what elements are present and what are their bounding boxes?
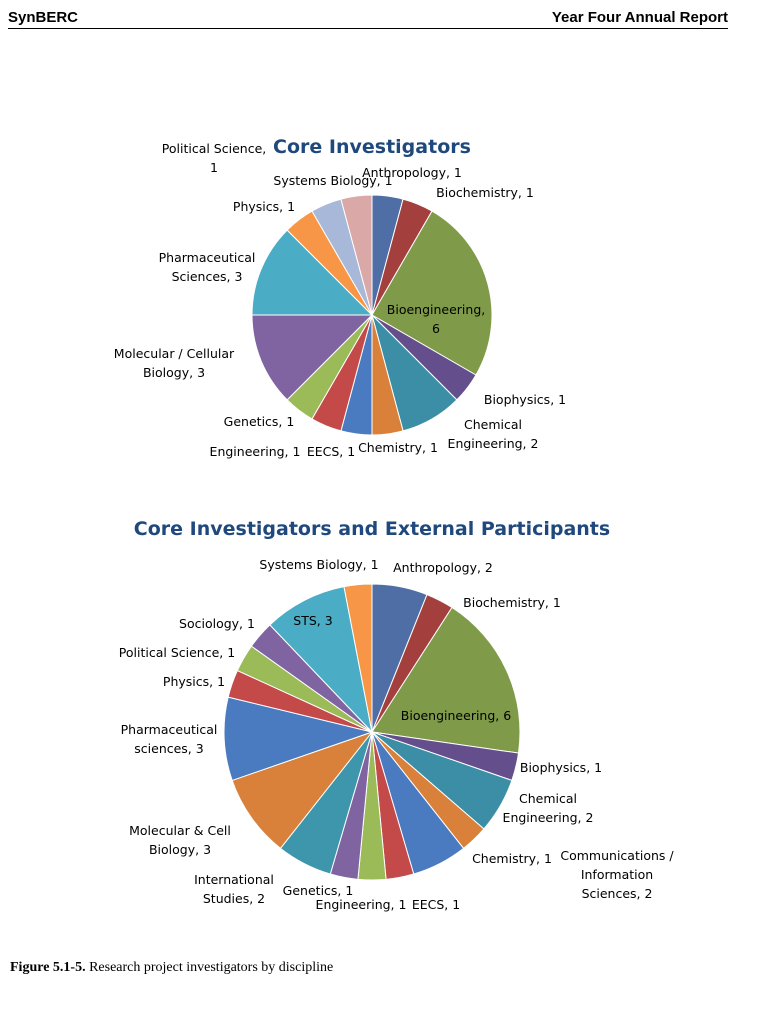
slice-label-chemistry-1: Chemistry, 1 <box>472 851 552 866</box>
slice-label-sociology-1: Sociology, 1 <box>179 616 255 631</box>
pie-slice-bioengineering-6 <box>371 210 493 376</box>
pie-slice-bioengineering-6 <box>371 606 521 754</box>
slice-label-molecular-cellular-biology-3: Molecular / Cellular Biology, 3 <box>114 346 235 380</box>
slice-label-pharmaceutical-sciences-3: Pharmaceutical Sciences, 3 <box>159 250 256 284</box>
slice-label-genetics-1: Genetics, 1 <box>224 414 295 429</box>
slice-label-engineering-1: Engineering, 1 <box>210 444 301 459</box>
slice-label-eecs-1: EECS, 1 <box>412 897 460 912</box>
slice-label-biophysics-1: Biophysics, 1 <box>520 760 602 775</box>
pie-slice-political-science-1 <box>340 194 373 316</box>
core-investigators-pie-chart: Core Investigators Anthropology, 1 Bioche… <box>114 136 566 459</box>
slice-label-genetics-1: Genetics, 1 <box>283 883 354 898</box>
pie-slice-molecular-cell-biology-3 <box>231 730 374 850</box>
pie-slice-sts-3 <box>269 586 373 734</box>
header-org: SynBERC <box>8 9 79 26</box>
slice-label-chemistry-1: Chemistry, 1 <box>358 440 438 455</box>
slice-label-bioengineering-6: Bioengineering, 6 <box>387 302 485 336</box>
pie-slice-molecular-cellular-biology-3 <box>251 314 374 401</box>
slice-label-biochemistry-1: Biochemistry, 1 <box>463 595 561 610</box>
pie-slice-systems-biology-1 <box>343 583 373 733</box>
caption-text: Research project investigators by discip… <box>85 960 334 975</box>
slice-label-engineering-1: Engineering, 1 <box>316 897 407 912</box>
chart-title: Core Investigators and External Particip… <box>134 518 610 540</box>
slice-label-chemical-engineering-2: Chemical Engineering, 2 <box>503 791 594 825</box>
slice-label-anthropology-2: Anthropology, 2 <box>393 560 493 575</box>
slice-label-international-studies-2: International Studies, 2 <box>194 872 274 906</box>
pie-slice-pharmaceutical-sciences-3 <box>251 229 374 316</box>
slice-label-systems-biology-1: Systems Biology, 1 <box>259 557 378 572</box>
chart-title: Core Investigators <box>273 136 471 158</box>
figure-caption: Figure 5.1-5. Research project investiga… <box>10 960 333 976</box>
slice-label-biophysics-1: Biophysics, 1 <box>484 392 566 407</box>
caption-label: Figure 5.1-5. <box>10 960 86 975</box>
core-and-external-pie-chart: Core Investigators and External Particip… <box>119 518 675 912</box>
slice-label-communications-information-sciences-2: Communications / Information Sciences, 2 <box>560 848 674 901</box>
slice-label-pharmaceutical-sciences-3: Pharmaceutical sciences, 3 <box>121 722 218 756</box>
slice-label-molecular-cell-biology-3: Molecular & Cell Biology, 3 <box>129 823 231 857</box>
pie-slice-pharmaceutical-sciences-3 <box>223 696 374 782</box>
slice-label-eecs-1: EECS, 1 <box>307 444 355 459</box>
slice-label-political-science-1: Political Science, 1 <box>119 645 235 660</box>
slice-label-biochemistry-1: Biochemistry, 1 <box>436 185 534 200</box>
slice-label-bioengineering-6: Bioengineering, 6 <box>401 708 511 723</box>
slice-label-political-science-1: Political Science, 1 <box>162 141 266 175</box>
slice-label-physics-1: Physics, 1 <box>233 199 295 214</box>
slice-label-sts-3: STS, 3 <box>293 613 332 628</box>
slice-label-chemical-engineering-2: Chemical Engineering, 2 <box>448 417 539 451</box>
header-report-title: Year Four Annual Report <box>551 9 728 26</box>
slice-label-systems-biology-1: Systems Biology, 1 <box>273 173 392 188</box>
page-header: SynBERC Year Four Annual Report <box>8 8 728 29</box>
slice-label-physics-1: Physics, 1 <box>163 674 225 689</box>
slice-label-anthropology-1: Anthropology, 1 <box>362 165 462 180</box>
